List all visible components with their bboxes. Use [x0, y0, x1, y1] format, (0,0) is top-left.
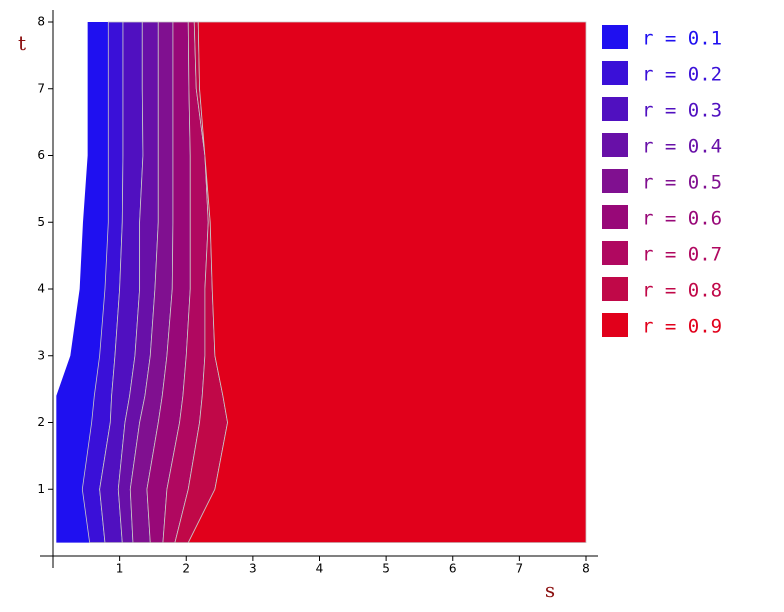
x-axis-label: s	[545, 578, 555, 602]
legend-swatch	[602, 169, 628, 193]
x-tick-label: 7	[516, 562, 524, 576]
x-tick-label: 5	[382, 562, 390, 576]
legend-label: r = 0.2	[642, 64, 722, 86]
legend-label: r = 0.6	[642, 208, 722, 230]
legend-swatch	[602, 133, 628, 157]
x-tick-label: 1	[116, 562, 124, 576]
y-tick-label: 3	[37, 348, 45, 362]
y-tick-label: 1	[37, 482, 45, 496]
x-tick-label: 6	[449, 562, 457, 576]
legend-label: r = 0.1	[642, 28, 722, 50]
y-axis-label: t	[18, 31, 26, 55]
legend-label: r = 0.5	[642, 172, 722, 194]
legend-swatch	[602, 97, 628, 121]
x-tick-label: 3	[249, 562, 257, 576]
x-tick-label: 2	[182, 562, 190, 576]
legend-swatch	[602, 61, 628, 85]
y-tick-label: 2	[37, 415, 45, 429]
legend-label: r = 0.8	[642, 280, 722, 302]
legend-swatch	[602, 205, 628, 229]
y-tick-label: 8	[37, 15, 45, 29]
legend-swatch	[602, 25, 628, 49]
legend-swatch	[602, 241, 628, 265]
legend-label: r = 0.7	[642, 244, 722, 266]
legend-swatch	[602, 313, 628, 337]
contour-region	[56, 22, 109, 543]
legend-label: r = 0.3	[642, 100, 722, 122]
y-tick-label: 7	[37, 81, 45, 95]
y-tick-label: 6	[37, 148, 45, 162]
x-tick-label: 8	[582, 562, 590, 576]
y-tick-label: 4	[37, 282, 45, 296]
x-tick-label: 4	[316, 562, 324, 576]
y-tick-label: 5	[37, 215, 45, 229]
contour-region	[187, 21, 587, 544]
legend-swatch	[602, 277, 628, 301]
legend-label: r = 0.4	[642, 136, 722, 158]
legend-label: r = 0.9	[642, 316, 722, 338]
